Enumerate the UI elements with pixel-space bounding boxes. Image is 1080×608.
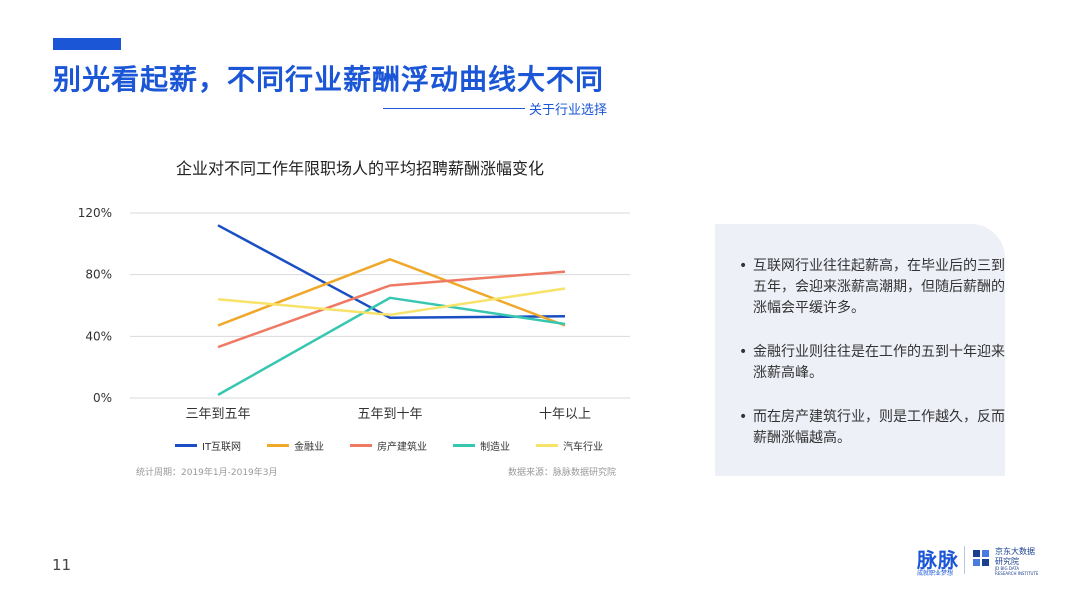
x-tick-label: 三年到五年 [185, 407, 250, 422]
jd-logo-line1: 京东大数据 [995, 547, 1035, 556]
bullet-icon: • [739, 344, 748, 360]
legend-item: 金融业 [267, 438, 324, 453]
line-chart: 0% 40% 80% 120% 三年到五年 五年到十年 十年以上 [78, 206, 630, 422]
legend-label: 汽车行业 [563, 441, 604, 453]
legend-item: 制造业 [453, 438, 510, 453]
insight-panel: • 互联网行业往往起薪高，在毕业后的三到五年，会迎来涨薪高潮期，但随后薪酬的涨幅会… [715, 224, 1005, 476]
title-accent-bar [53, 38, 121, 50]
x-tick-labels: 三年到五年 五年到十年 十年以上 [185, 407, 591, 422]
legend-swatch [175, 443, 197, 447]
y-tick-labels: 0% 40% 80% 120% [78, 206, 112, 405]
insight-text: 互联网行业往往起薪高，在毕业后的三到五年，会迎来涨薪高潮期，但随后薪酬的涨幅会平… [753, 258, 1005, 316]
legend-label: 金融业 [294, 441, 325, 453]
legend-item: 汽车行业 [536, 438, 603, 453]
legend-item: IT互联网 [175, 438, 241, 453]
maimai-logo: 脉脉 [917, 548, 959, 572]
legend-label: IT互联网 [202, 441, 242, 453]
subtitle-rule [383, 108, 525, 109]
footnote-period: 统计周期：2019年1月-2019年3月 [136, 468, 278, 478]
bullet-icon: • [739, 409, 748, 425]
chart-legend: IT互联网 金融业 房产建筑业 制造业 汽车行业 [175, 438, 629, 453]
y-tick-label: 0% [93, 391, 112, 405]
logo-divider [964, 546, 965, 574]
x-tick-label: 十年以上 [539, 407, 591, 422]
series-layer [217, 224, 566, 396]
insight-item: • 互联网行业往往起薪高，在毕业后的三到五年，会迎来涨薪高潮期，但随后薪酬的涨幅会… [739, 256, 1005, 319]
legend-swatch [536, 443, 559, 447]
legend-swatch [453, 443, 476, 447]
legend-swatch [350, 443, 373, 447]
x-tick-label: 五年到十年 [357, 407, 422, 422]
insight-item: • 金融行业则往往是在工作的五到十年迎来涨薪高峰。 [739, 342, 1005, 384]
jd-logo-icon [973, 550, 989, 566]
legend-swatch [267, 443, 290, 447]
insight-text: 而在房产建筑行业，则是工作越久，反而薪酬涨幅越高。 [753, 409, 1005, 446]
legend-label: 制造业 [480, 441, 511, 453]
insight-text: 金融行业则往往是在工作的五到十年迎来涨薪高峰。 [753, 344, 1005, 381]
maimai-logo-tagline: 成就职业梦想 [917, 570, 954, 577]
legend-label: 房产建筑业 [377, 441, 428, 453]
jd-logo-text: 京东大数据 研究院 [995, 547, 1035, 567]
series-line [217, 296, 566, 396]
footnote-source: 数据来源：脉脉数据研究院 [508, 468, 617, 478]
series-line [217, 224, 566, 320]
grid-layer [130, 212, 630, 399]
jd-logo-en2: RESEARCH INSTITUTE [995, 571, 1039, 576]
y-tick-label: 120% [78, 206, 112, 220]
subtitle-row: 关于行业选择 [383, 99, 623, 119]
page-number: 11 [52, 556, 72, 574]
page-subtitle: 关于行业选择 [529, 103, 608, 118]
jd-logo-english: JD BIG DATA RESEARCH INSTITUTE [995, 566, 1038, 576]
series-line [217, 287, 566, 317]
legend-item: 房产建筑业 [350, 438, 427, 453]
y-tick-label: 80% [85, 268, 112, 282]
chart-title: 企业对不同工作年限职场人的平均招聘薪酬涨幅变化 [175, 159, 544, 178]
insight-item: • 而在房产建筑行业，则是工作越久，反而薪酬涨幅越高。 [739, 407, 1005, 449]
page-title: 别光看起薪，不同行业薪酬浮动曲线大不同 [53, 63, 605, 96]
bullet-icon: • [739, 258, 748, 274]
series-line [217, 270, 566, 349]
jd-logo-en1: JD BIG DATA [995, 566, 1020, 571]
jd-logo-line2: 研究院 [995, 557, 1019, 566]
y-tick-label: 40% [85, 329, 112, 343]
